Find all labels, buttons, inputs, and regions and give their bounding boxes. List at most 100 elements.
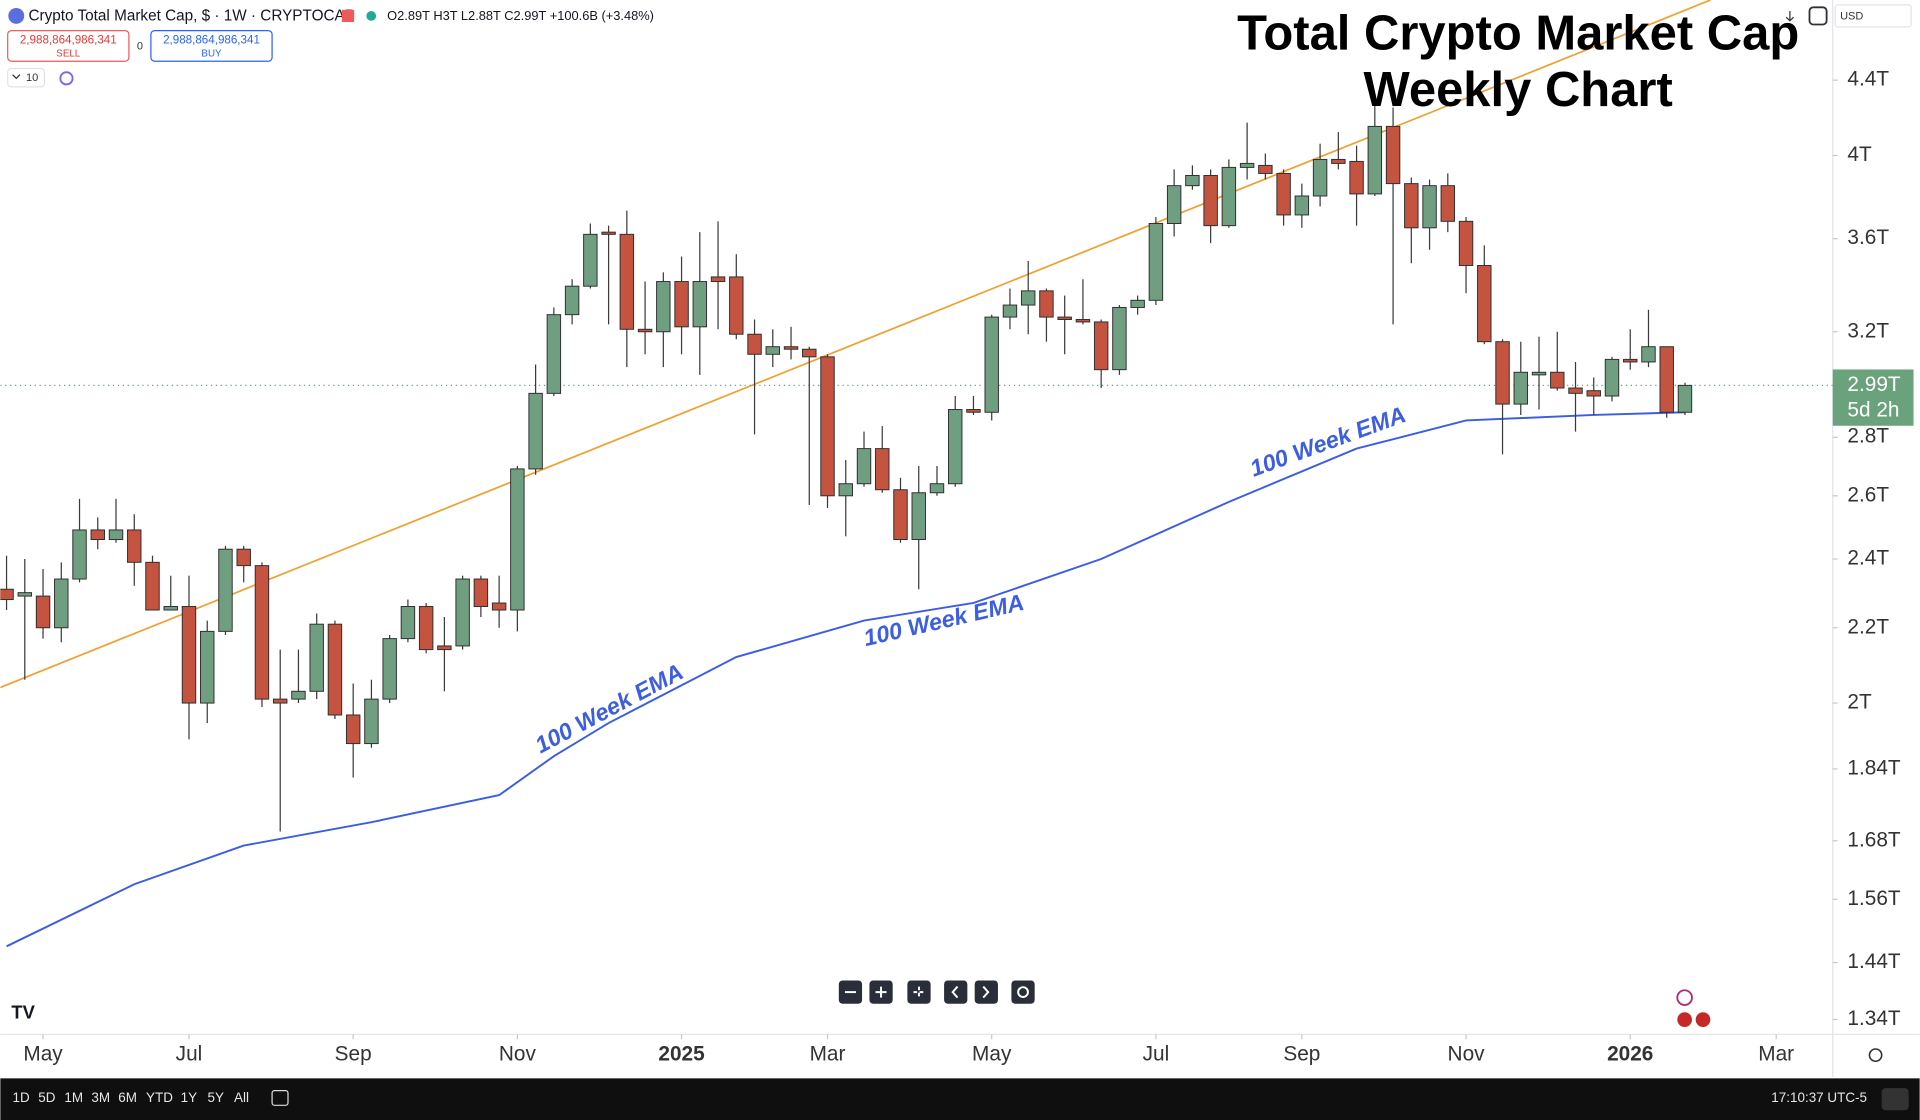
y-tick-label: 2T bbox=[1847, 691, 1872, 714]
candle-body bbox=[838, 483, 853, 497]
indicators-toggle[interactable] bbox=[7, 67, 46, 88]
candle-body bbox=[1276, 172, 1291, 216]
candle-body bbox=[1531, 371, 1547, 376]
candle-body bbox=[72, 529, 87, 580]
candle-body bbox=[1130, 299, 1145, 308]
x-tick-label: Mar bbox=[1758, 1043, 1794, 1066]
candle-body bbox=[0, 588, 14, 601]
nav-buttons bbox=[838, 980, 1035, 1004]
candle-body bbox=[564, 285, 580, 316]
range-buttons: 1D 5D 1M 3M 6M YTD 1Y 5Y All bbox=[13, 1090, 249, 1105]
candle-body bbox=[437, 645, 452, 651]
reset-zoom[interactable] bbox=[907, 980, 931, 1004]
x-tick-label: 2025 bbox=[658, 1043, 704, 1066]
market-status bbox=[366, 11, 377, 21]
flag-icon[interactable] bbox=[1677, 1012, 1692, 1027]
chart-title: Total Crypto Market Cap bbox=[1237, 7, 1799, 61]
candle-body bbox=[272, 698, 288, 704]
range-button[interactable]: 5D bbox=[38, 1090, 55, 1105]
candle-body bbox=[984, 316, 999, 413]
fullscreen-button[interactable] bbox=[1881, 1088, 1909, 1111]
y-tick-label: 2.4T bbox=[1847, 547, 1889, 570]
last-price-tag bbox=[1832, 369, 1914, 426]
candle-body bbox=[145, 561, 160, 611]
y-tick-label: 3.6T bbox=[1847, 226, 1889, 249]
range-button[interactable]: 1D bbox=[13, 1090, 30, 1105]
refresh-icon bbox=[1017, 986, 1029, 998]
calendar-icon[interactable] bbox=[271, 1090, 289, 1106]
candle-body bbox=[1020, 290, 1036, 306]
x-tick-label: Nov bbox=[1448, 1043, 1486, 1066]
y-tick-label: 2.6T bbox=[1847, 483, 1889, 506]
range-button[interactable]: 6M bbox=[118, 1090, 137, 1105]
range-button[interactable]: All bbox=[234, 1090, 249, 1105]
settings-icon[interactable] bbox=[1868, 1048, 1883, 1063]
sell-button[interactable] bbox=[7, 29, 130, 62]
range-button[interactable]: 3M bbox=[91, 1090, 110, 1105]
plus-icon bbox=[875, 986, 887, 998]
candle-body bbox=[1458, 220, 1474, 266]
candle-body bbox=[528, 392, 543, 470]
range-button[interactable]: 5Y bbox=[208, 1090, 224, 1105]
candle-body bbox=[364, 698, 379, 745]
candle-body bbox=[327, 623, 343, 716]
candle-body bbox=[710, 276, 726, 283]
sell-label: SELL bbox=[56, 48, 80, 59]
candle-body bbox=[1239, 162, 1255, 168]
candle-body bbox=[218, 548, 233, 632]
candle-body bbox=[127, 529, 142, 563]
x-tick-label: May bbox=[972, 1043, 1012, 1066]
reset-chart[interactable] bbox=[1011, 980, 1035, 1004]
scroll-left[interactable] bbox=[944, 980, 968, 1004]
candle-body bbox=[309, 623, 324, 692]
candle-body bbox=[966, 409, 981, 413]
y-tick-label: 1.68T bbox=[1847, 828, 1900, 851]
buy-price: 2,988,864,986,341 bbox=[163, 33, 260, 46]
candle-body bbox=[1604, 358, 1620, 397]
candle-body bbox=[54, 578, 69, 629]
ohlc-values: O2.89T H3T L2.88T C2.99T +100.6B (+3.48%… bbox=[387, 8, 654, 23]
flag-icon[interactable] bbox=[1695, 1012, 1711, 1027]
symbol-name[interactable]: Crypto Total Market Cap, $ · 1W · CRYPTO… bbox=[29, 8, 355, 25]
range-button[interactable]: 1M bbox=[64, 1090, 83, 1105]
candle-body bbox=[1623, 358, 1638, 363]
sync-icon[interactable] bbox=[59, 71, 74, 86]
candle-body bbox=[1185, 174, 1200, 187]
buy-button[interactable] bbox=[150, 29, 273, 62]
y-tick-label: 1.34T bbox=[1847, 1007, 1900, 1030]
candle-body bbox=[345, 714, 361, 745]
y-tick-label: 3.2T bbox=[1847, 319, 1889, 342]
symbol-icon[interactable] bbox=[8, 7, 25, 24]
bottom-toolbar bbox=[0, 1078, 1920, 1120]
last-price-label: 2.99T bbox=[1847, 373, 1900, 396]
plot-area bbox=[0, 0, 1833, 948]
candle-body bbox=[583, 233, 598, 287]
candle-body bbox=[1641, 346, 1656, 363]
currency-button[interactable] bbox=[1834, 4, 1912, 28]
candle-body bbox=[1477, 265, 1492, 343]
x-tick-label: Jul bbox=[176, 1043, 203, 1066]
y-tick-label: 4.4T bbox=[1847, 68, 1889, 91]
candle-body bbox=[236, 548, 251, 567]
x-tick-label: Nov bbox=[499, 1043, 537, 1066]
y-tick-label: 2.8T bbox=[1847, 425, 1889, 448]
logo: TV bbox=[11, 1001, 35, 1022]
candle-body bbox=[692, 281, 708, 328]
candle-body bbox=[1112, 306, 1127, 371]
download-icon[interactable] bbox=[1785, 11, 1795, 22]
range-button[interactable]: YTD bbox=[146, 1090, 173, 1105]
candle-body bbox=[1495, 341, 1510, 405]
x-tick-label: May bbox=[23, 1043, 63, 1066]
range-button[interactable]: 1Y bbox=[181, 1090, 197, 1105]
candle-body bbox=[17, 592, 33, 597]
y-tick-label: 2.2T bbox=[1847, 615, 1889, 638]
candle-body bbox=[1367, 125, 1383, 195]
candle-body bbox=[35, 595, 51, 629]
scroll-right[interactable] bbox=[974, 980, 998, 1004]
sell-price: 2,988,864,986,341 bbox=[20, 33, 117, 46]
screenshot-icon[interactable] bbox=[1808, 6, 1828, 26]
y-tick-label: 1.56T bbox=[1847, 887, 1900, 910]
alert-icon[interactable] bbox=[1676, 989, 1693, 1006]
flag-icon[interactable] bbox=[341, 9, 355, 23]
chart-title: Weekly Chart bbox=[1364, 63, 1673, 117]
